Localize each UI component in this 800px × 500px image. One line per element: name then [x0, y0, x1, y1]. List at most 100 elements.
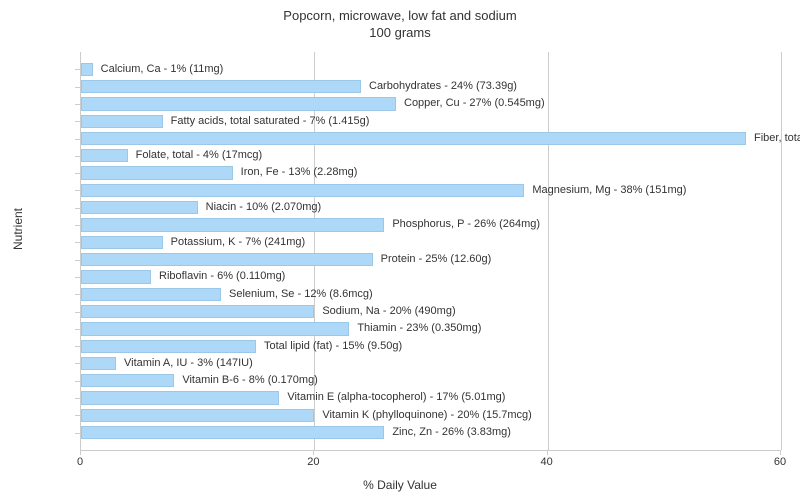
x-tick	[80, 450, 81, 455]
bar	[81, 288, 221, 301]
bar-row: Vitamin B-6 - 8% (0.170mg)	[81, 372, 781, 389]
y-tick	[75, 329, 80, 330]
bar-row: Vitamin E (alpha-tocopherol) - 17% (5.01…	[81, 389, 781, 406]
bar	[81, 409, 314, 422]
chart-title: Popcorn, microwave, low fat and sodium 1…	[0, 8, 800, 42]
bar	[81, 80, 361, 93]
bar-row: Protein - 25% (12.60g)	[81, 251, 781, 268]
bar-row: Copper, Cu - 27% (0.545mg)	[81, 95, 781, 112]
bar	[81, 357, 116, 370]
y-tick	[75, 242, 80, 243]
bar-label: Vitamin K (phylloquinone) - 20% (15.7mcg…	[318, 407, 532, 424]
bar-row: Zinc, Zn - 26% (3.83mg)	[81, 424, 781, 441]
bar	[81, 184, 524, 197]
bar-label: Vitamin E (alpha-tocopherol) - 17% (5.01…	[283, 389, 505, 406]
bar	[81, 374, 174, 387]
bar	[81, 236, 163, 249]
bar-row: Total lipid (fat) - 15% (9.50g)	[81, 338, 781, 355]
bar	[81, 253, 373, 266]
bar-label: Zinc, Zn - 26% (3.83mg)	[388, 424, 511, 441]
bar-label: Niacin - 10% (2.070mg)	[202, 199, 322, 216]
bar	[81, 270, 151, 283]
bar-label: Carbohydrates - 24% (73.39g)	[365, 78, 517, 95]
bar-label: Iron, Fe - 13% (2.28mg)	[237, 164, 358, 181]
y-tick	[75, 225, 80, 226]
x-axis-label: % Daily Value	[0, 478, 800, 492]
x-tick-label: 40	[541, 456, 553, 468]
y-tick	[75, 208, 80, 209]
x-tick-label: 20	[307, 456, 319, 468]
bar-label: Sodium, Na - 20% (490mg)	[318, 303, 455, 320]
bar-row: Niacin - 10% (2.070mg)	[81, 199, 781, 216]
bar	[81, 63, 93, 76]
bar	[81, 391, 279, 404]
bar	[81, 149, 128, 162]
bar-row: Thiamin - 23% (0.350mg)	[81, 320, 781, 337]
bar-row: Vitamin K (phylloquinone) - 20% (15.7mcg…	[81, 407, 781, 424]
bar	[81, 115, 163, 128]
y-tick	[75, 139, 80, 140]
y-tick	[75, 346, 80, 347]
y-tick	[75, 87, 80, 88]
bar-row: Selenium, Se - 12% (8.6mcg)	[81, 286, 781, 303]
bar-row: Folate, total - 4% (17mcg)	[81, 147, 781, 164]
bar-row: Calcium, Ca - 1% (11mg)	[81, 61, 781, 78]
x-tick-label: 0	[77, 456, 83, 468]
bar-row: Iron, Fe - 13% (2.28mg)	[81, 164, 781, 181]
y-tick	[75, 294, 80, 295]
x-tick	[547, 450, 548, 455]
y-tick	[75, 381, 80, 382]
bar-row: Riboflavin - 6% (0.110mg)	[81, 268, 781, 285]
y-tick	[75, 415, 80, 416]
bar	[81, 97, 396, 110]
bar-label: Fatty acids, total saturated - 7% (1.415…	[167, 113, 370, 130]
bar	[81, 132, 746, 145]
bar-label: Riboflavin - 6% (0.110mg)	[155, 268, 285, 285]
bar-label: Selenium, Se - 12% (8.6mcg)	[225, 286, 373, 303]
bar	[81, 305, 314, 318]
y-tick	[75, 260, 80, 261]
bar	[81, 201, 198, 214]
y-tick	[75, 312, 80, 313]
bar-label: Total lipid (fat) - 15% (9.50g)	[260, 338, 402, 355]
bar-label: Copper, Cu - 27% (0.545mg)	[400, 95, 545, 112]
y-tick	[75, 190, 80, 191]
y-tick	[75, 173, 80, 174]
bar	[81, 166, 233, 179]
y-axis-label: Nutrient	[11, 208, 25, 250]
y-tick	[75, 363, 80, 364]
x-tick	[313, 450, 314, 455]
bar	[81, 426, 384, 439]
bar-label: Potassium, K - 7% (241mg)	[167, 234, 306, 251]
bar-label: Thiamin - 23% (0.350mg)	[353, 320, 481, 337]
y-tick	[75, 121, 80, 122]
bar-label: Phosphorus, P - 26% (264mg)	[388, 216, 540, 233]
chart-title-line2: 100 grams	[369, 25, 430, 40]
bar-row: Sodium, Na - 20% (490mg)	[81, 303, 781, 320]
y-tick	[75, 398, 80, 399]
bar	[81, 218, 384, 231]
y-tick	[75, 277, 80, 278]
bar-label: Magnesium, Mg - 38% (151mg)	[528, 182, 686, 199]
bar-label: Folate, total - 4% (17mcg)	[132, 147, 263, 164]
bar-row: Fiber, total dietary - 57% (14.2g)	[81, 130, 781, 147]
y-tick	[75, 104, 80, 105]
gridline	[781, 52, 782, 450]
bar-row: Phosphorus, P - 26% (264mg)	[81, 216, 781, 233]
bar-label: Fiber, total dietary - 57% (14.2g)	[750, 130, 800, 147]
bar	[81, 322, 349, 335]
y-tick	[75, 156, 80, 157]
bar-row: Potassium, K - 7% (241mg)	[81, 234, 781, 251]
x-tick-label: 60	[774, 456, 786, 468]
bar-row: Vitamin A, IU - 3% (147IU)	[81, 355, 781, 372]
bar	[81, 340, 256, 353]
bar-row: Magnesium, Mg - 38% (151mg)	[81, 182, 781, 199]
y-tick	[75, 433, 80, 434]
bar-label: Vitamin A, IU - 3% (147IU)	[120, 355, 253, 372]
bar-row: Fatty acids, total saturated - 7% (1.415…	[81, 113, 781, 130]
bar-row: Carbohydrates - 24% (73.39g)	[81, 78, 781, 95]
y-tick	[75, 69, 80, 70]
x-tick	[780, 450, 781, 455]
bar-label: Calcium, Ca - 1% (11mg)	[97, 61, 224, 78]
nutrient-chart: Popcorn, microwave, low fat and sodium 1…	[0, 0, 800, 500]
